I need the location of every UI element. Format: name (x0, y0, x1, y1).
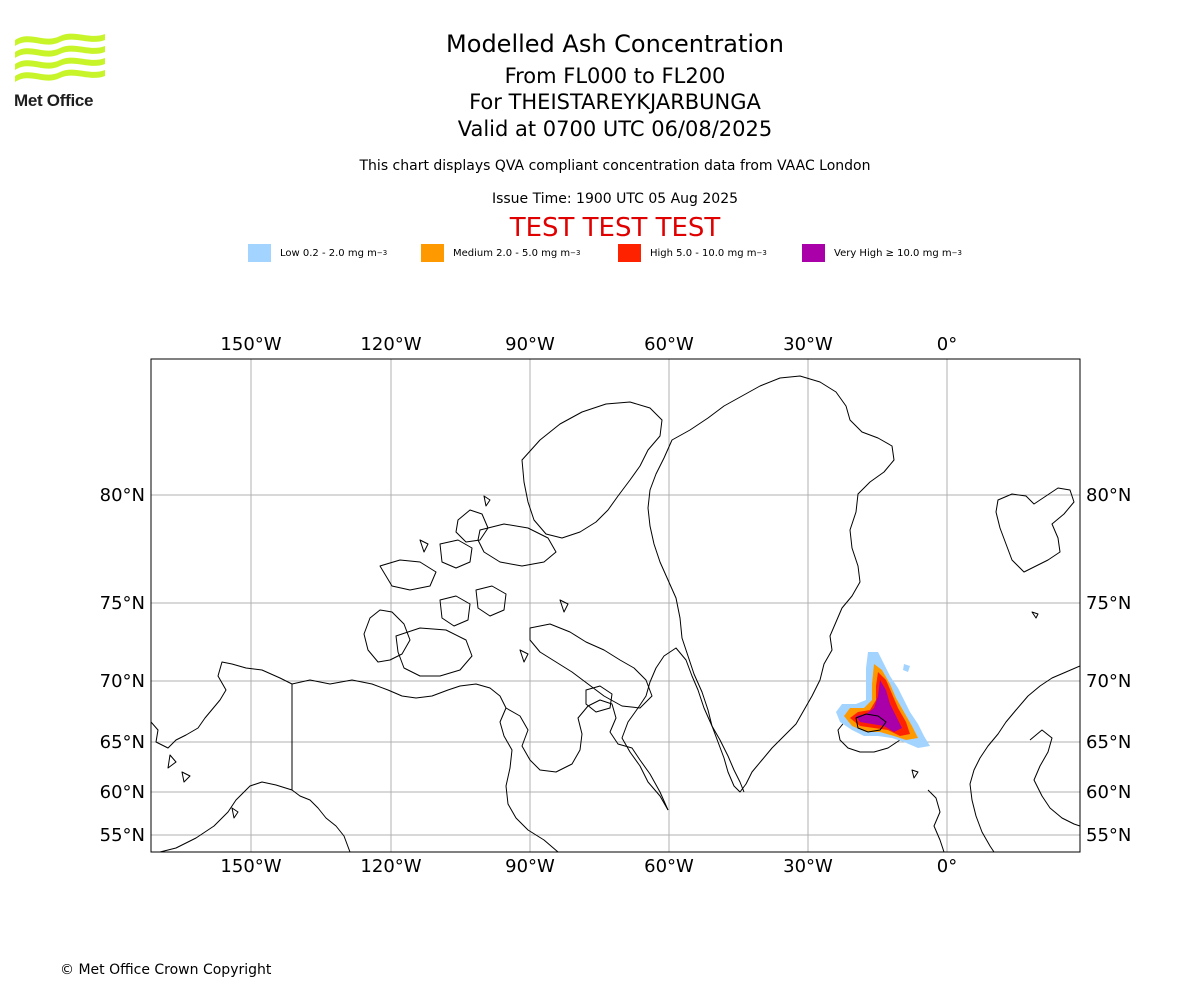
lon-label-top-60w: 60°W (644, 334, 694, 355)
iceland-overlay (855, 713, 887, 733)
map-background (151, 359, 1080, 852)
lon-label-bottom-30w: 30°W (783, 856, 833, 877)
lon-label-bottom-150w: 150°W (220, 856, 281, 877)
alaska-peninsula (291, 789, 351, 852)
legend-unit-high: −3 (756, 249, 767, 257)
baffin-island (529, 623, 653, 709)
chart-title: Modelled Ash Concentration (446, 30, 784, 58)
flight-levels: From FL000 to FL200 (504, 64, 726, 88)
valid-time: Valid at 0700 UTC 06/08/2025 (457, 117, 773, 141)
british-isles (927, 789, 945, 852)
somerset-island (475, 585, 507, 617)
hudson-bay (505, 699, 669, 811)
prince-of-wales (439, 595, 471, 627)
labrador-coast (621, 647, 745, 811)
legend-swatch-very-high (802, 244, 825, 262)
small-islands (419, 495, 569, 663)
legend-label-low: Low 0.2 - 2.0 mg m (280, 247, 377, 259)
faroe-islands (911, 769, 919, 779)
lat-labels-left: 80°N 75°N 70°N 65°N 60°N 55°N (100, 485, 145, 846)
canada-coast (291, 679, 559, 852)
bathurst-island (439, 539, 473, 569)
lat-label-left-60n: 60°N (100, 782, 145, 803)
legend-item-high: High 5.0 - 10.0 mg m −3 (618, 244, 767, 262)
volcano-name: For THEISTAREYKJARBUNGA (469, 90, 761, 114)
legend-label-medium: Medium 2.0 - 5.0 mg m (453, 247, 571, 259)
legend-unit-medium: −3 (570, 249, 581, 257)
ash-very-high-contour (856, 680, 902, 732)
greenland-coast (647, 375, 895, 793)
lon-label-top-150w: 150°W (220, 334, 281, 355)
legend-unit-very-high: −3 (951, 249, 962, 257)
legend-swatch-medium (421, 244, 444, 262)
legend-swatch-low (248, 244, 271, 262)
ellesmere-island (521, 401, 663, 539)
scandinavia-coast (969, 665, 1080, 852)
lon-label-bottom-120w: 120°W (360, 856, 421, 877)
issue-time: Issue Time: 1900 UTC 05 Aug 2025 (491, 191, 739, 207)
legend-label-high: High 5.0 - 10.0 mg m (650, 247, 757, 259)
legend-swatch-high (618, 244, 641, 262)
legend-item-very-high: Very High ≥ 10.0 mg m −3 (802, 244, 962, 262)
lat-label-right-65n: 65°N (1086, 732, 1131, 753)
chart-info: This chart displays QVA compliant concen… (359, 158, 871, 174)
lon-label-bottom-90w: 90°W (505, 856, 555, 877)
lon-label-top-90w: 90°W (505, 334, 555, 355)
lat-label-left-75n: 75°N (100, 593, 145, 614)
lon-label-bottom-0: 0° (937, 856, 957, 877)
lon-label-top-120w: 120°W (360, 334, 421, 355)
logo-text: Met Office (14, 91, 94, 110)
ash-plume (836, 652, 930, 748)
lat-label-right-70n: 70°N (1086, 671, 1131, 692)
legend: Low 0.2 - 2.0 mg m −3 Medium 2.0 - 5.0 mg… (0, 244, 1200, 264)
alaska-islands (167, 754, 239, 819)
lat-label-left-80n: 80°N (100, 485, 145, 506)
legend-label-very-high: Very High ≥ 10.0 mg m (834, 247, 952, 259)
copyright: © Met Office Crown Copyright (60, 962, 272, 978)
lat-label-left-55n: 55°N (100, 825, 145, 846)
lon-label-top-30w: 30°W (783, 334, 833, 355)
lon-label-bottom-60w: 60°W (644, 856, 694, 877)
ash-low-spot (903, 664, 910, 672)
lon-labels-top: 150°W 120°W 90°W 60°W 30°W 0° (220, 334, 957, 355)
lat-label-right-75n: 75°N (1086, 593, 1131, 614)
victoria-island (395, 627, 473, 677)
lon-labels-bottom: 150°W 120°W 90°W 60°W 30°W 0° (220, 856, 957, 877)
map-gridlines (151, 359, 1080, 852)
map-frame (150, 358, 1081, 853)
lat-label-left-65n: 65°N (100, 732, 145, 753)
scandinavia-inland (1029, 729, 1080, 827)
alaska-coast (151, 661, 293, 852)
lat-label-right-60n: 60°N (1086, 782, 1131, 803)
svalbard-coast (995, 487, 1075, 573)
melville-island (379, 559, 437, 591)
lat-label-right-80n: 80°N (1086, 485, 1131, 506)
axel-heiberg (455, 509, 489, 543)
legend-item-low: Low 0.2 - 2.0 mg m −3 (248, 244, 387, 262)
devon-island (477, 523, 557, 567)
lat-labels-right: 80°N 75°N 70°N 65°N 60°N 55°N (1086, 485, 1131, 846)
jan-mayen (1031, 611, 1039, 619)
lon-label-top-0: 0° (937, 334, 957, 355)
banks-island (363, 609, 411, 663)
lat-label-right-55n: 55°N (1086, 825, 1131, 846)
met-office-logo: Met Office (14, 30, 109, 112)
lat-label-left-70n: 70°N (100, 671, 145, 692)
southampton-island (585, 685, 613, 713)
test-banner: TEST TEST TEST (509, 213, 721, 243)
wave-logo-icon (15, 33, 105, 82)
legend-unit-low: −3 (376, 249, 388, 257)
legend-item-medium: Medium 2.0 - 5.0 mg m −3 (421, 244, 580, 262)
